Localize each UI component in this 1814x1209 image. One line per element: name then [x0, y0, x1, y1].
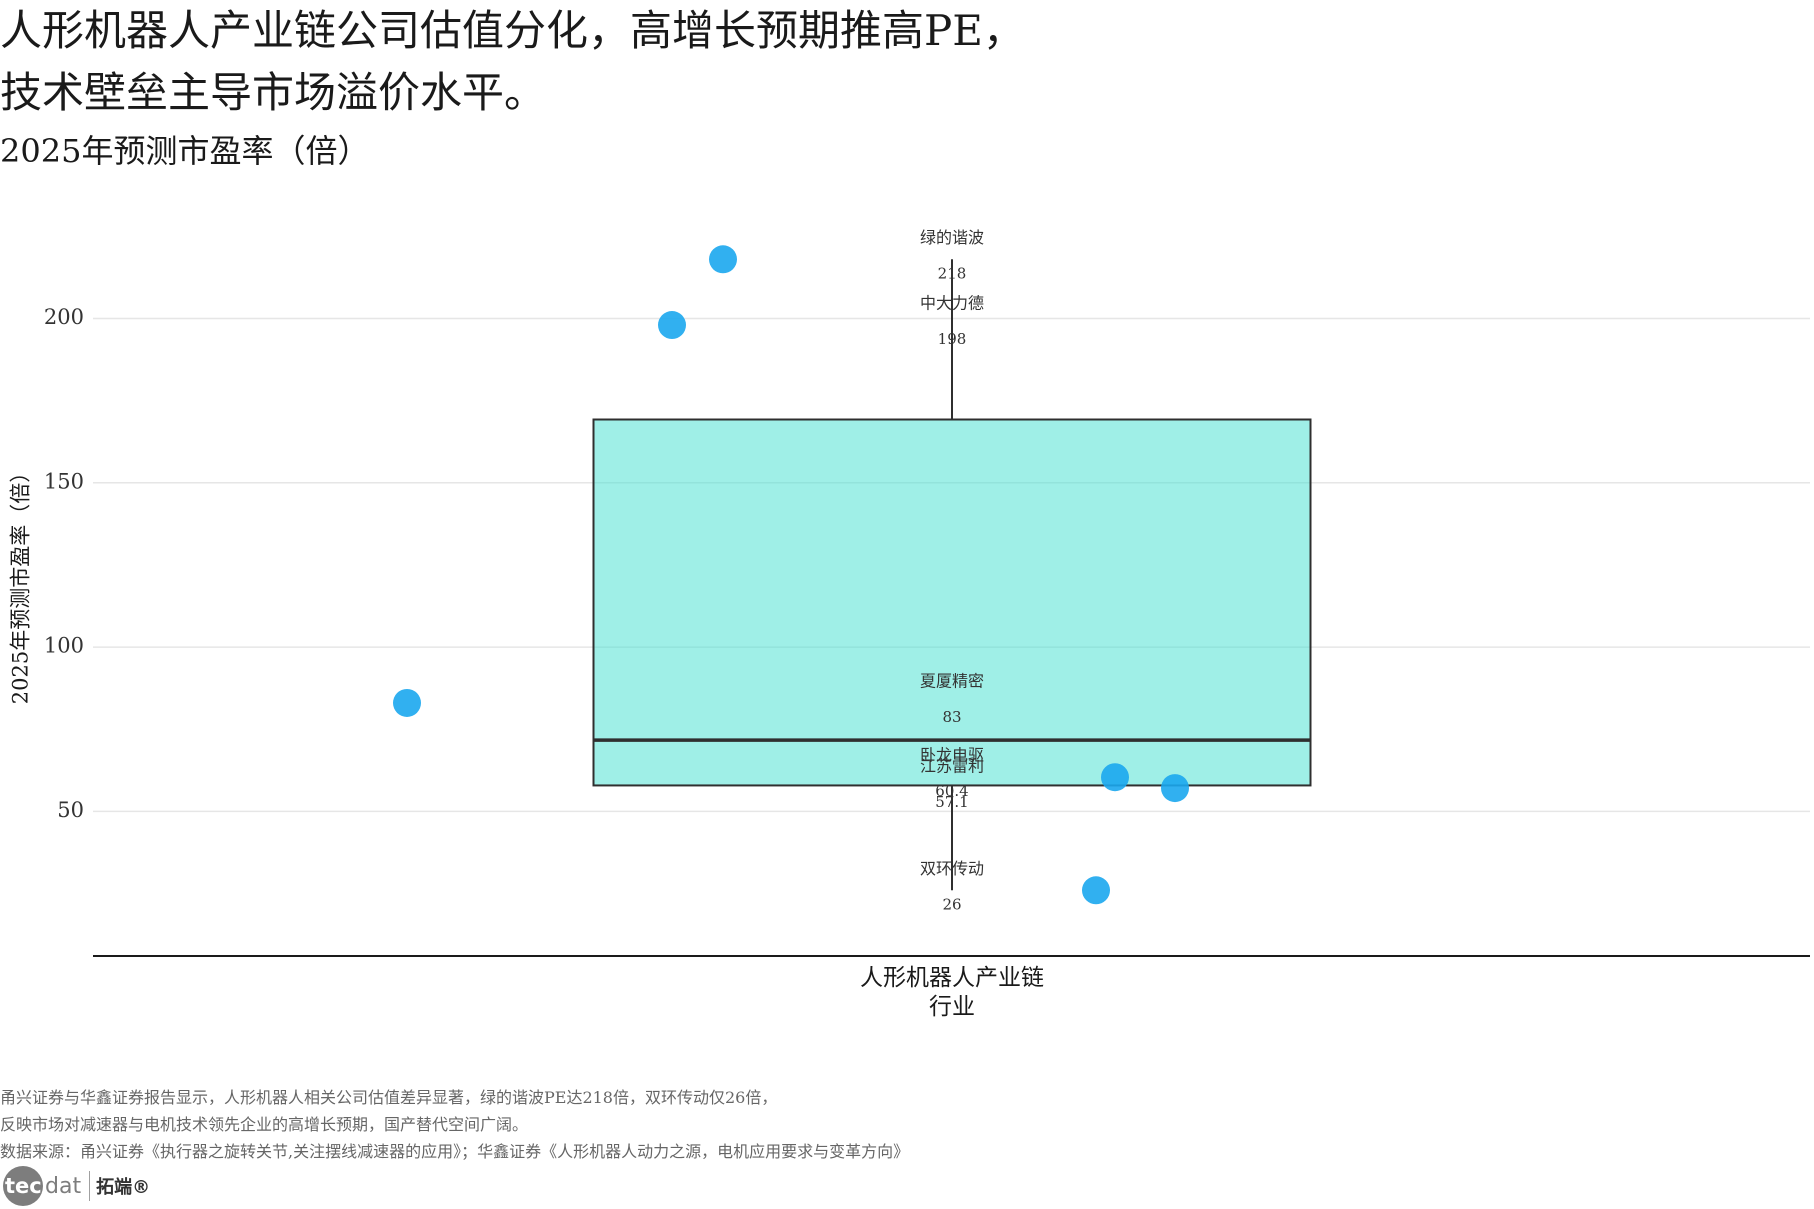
y-axis-title: 2025年预测市盈率（倍）	[9, 462, 33, 704]
title-line-1: 人形机器人产业链公司估值分化，高增长预期推高PE，	[0, 6, 1025, 55]
footnotes: 甬兴证券与华鑫证券报告显示，人形机器人相关公司估值差异显著，绿的谐波PE达218…	[0, 1084, 909, 1165]
point-name-label: 绿的谐波	[920, 228, 984, 247]
point-value-label: 218	[938, 264, 967, 282]
source-line: 数据来源：甬兴证券《执行器之旋转关节,关注摆线减速器的应用》；华鑫证券《人形机器…	[0, 1142, 910, 1161]
point-value-label: 198	[938, 330, 967, 348]
footnote-line: 反映市场对减速器与电机技术领先企业的高增长预期，国产替代空间广阔。	[0, 1115, 529, 1134]
point-value-label: 83	[942, 708, 961, 726]
data-point-3	[393, 688, 421, 717]
logo-mark: tec	[3, 1166, 43, 1206]
y-tick-label: 150	[44, 469, 84, 493]
point-value-label: 26	[942, 895, 961, 913]
point-name-label: 卧龙电驱	[920, 746, 984, 765]
chart-title: 人形机器人产业链公司估值分化，高增长预期推高PE， 技术壁垒主导市场溢价水平。	[0, 0, 1025, 124]
point-name-label: 夏厦精密	[920, 671, 984, 690]
y-tick-label: 50	[57, 798, 84, 822]
point-value-label: 57.1	[935, 793, 968, 811]
x-axis-title: 行业	[929, 994, 975, 1020]
footnote-line: 甬兴证券与华鑫证券报告显示，人形机器人相关公司估值差异显著，绿的谐波PE达218…	[0, 1088, 778, 1107]
logo-wordmark: dat	[45, 1173, 82, 1199]
data-point-4	[1101, 763, 1129, 792]
box-plot: 50 100 150 200 绿的谐波 218 中大力德 198 夏厦精密 83 卧龙电驱 60.4 江…	[9, 228, 1810, 1020]
point-value-label: 60.4	[935, 782, 968, 800]
data-point-5	[1161, 774, 1189, 803]
y-tick-label: 200	[44, 305, 84, 329]
point-name-label: 江苏雷利	[920, 757, 984, 776]
y-tick-label: 100	[44, 634, 84, 658]
data-point-1	[709, 245, 737, 274]
logo-divider	[89, 1171, 91, 1201]
logo-mark-text: tec	[5, 1174, 42, 1198]
x-tick-label: 人形机器人产业链	[860, 965, 1044, 991]
point-name-label: 双环传动	[920, 859, 984, 878]
chart-subtitle: 2025年预测市盈率（倍）	[0, 132, 370, 170]
box-iqr	[592, 418, 1312, 787]
data-point-2	[658, 311, 686, 340]
tecdat-logo: tec dat 拓端®	[3, 1166, 150, 1206]
title-line-2: 技术壁垒主导市场溢价水平。	[0, 68, 547, 117]
logo-brand: 拓端®	[96, 1177, 151, 1198]
point-name-label: 中大力德	[920, 294, 984, 313]
data-point-6	[1082, 876, 1110, 905]
